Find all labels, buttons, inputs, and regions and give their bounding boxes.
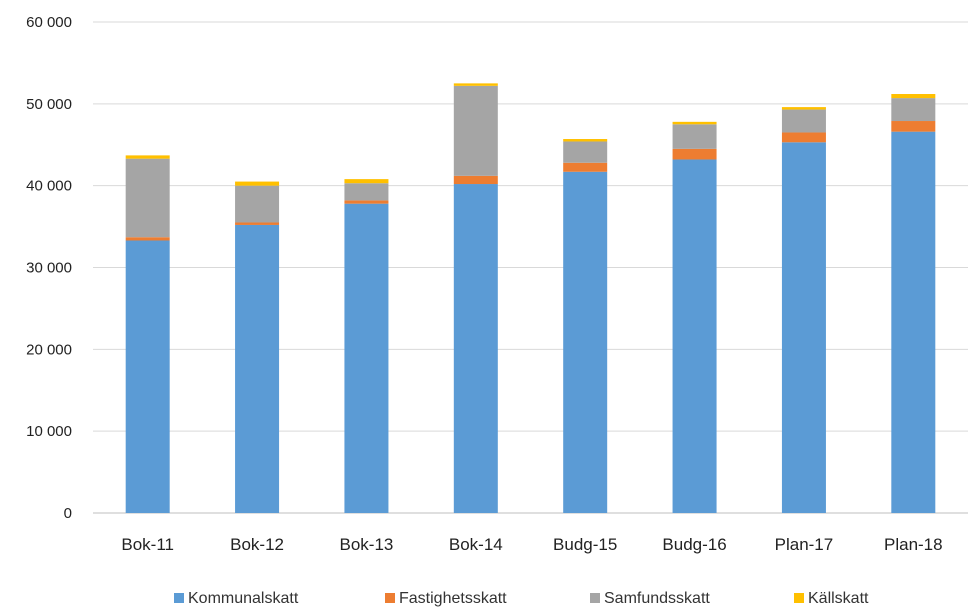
bar-segment [891, 131, 936, 513]
y-tick-label: 60 000 [26, 14, 72, 31]
x-tick-label: Plan-17 [775, 535, 834, 554]
bar-segment [125, 237, 170, 241]
bar-segment [344, 203, 389, 514]
bar-segment [344, 183, 389, 201]
bar-segment [781, 109, 826, 133]
x-tick-label: Plan-18 [884, 535, 943, 554]
bar-segment [344, 179, 389, 184]
bar-segment [453, 83, 498, 86]
bar-segment [672, 124, 717, 149]
bar-segment [125, 158, 170, 238]
y-axis-ticks: 0 10 000 20 000 30 000 40 000 50 000 60 000 [26, 14, 72, 522]
bar-segment [235, 181, 280, 186]
x-tick-label: Bok-13 [340, 535, 394, 554]
bar-segment [563, 141, 608, 163]
bar-segment [891, 121, 936, 132]
y-tick-label: 50 000 [26, 96, 72, 113]
bar-segment [672, 121, 717, 125]
legend-label: Samfundsskatt [604, 590, 710, 607]
y-tick-label: 40 000 [26, 178, 72, 195]
legend-label: Kommunalskatt [188, 590, 299, 607]
y-tick-label: 30 000 [26, 260, 72, 277]
y-tick-label: 0 [64, 505, 72, 522]
bar-segment [125, 240, 170, 513]
bar-segment [781, 132, 826, 143]
legend-swatch [590, 593, 600, 603]
x-tick-label: Bok-14 [449, 535, 503, 554]
legend-item: Fastighetsskatt [385, 590, 507, 607]
bar-segment [235, 185, 280, 223]
bar-segment [781, 142, 826, 514]
legend-item: Kommunalskatt [174, 590, 299, 607]
bar-segment [781, 107, 826, 110]
bar-segment [891, 98, 936, 122]
legend: Kommunalskatt Fastighetsskatt Samfundsskat… [174, 590, 869, 607]
x-tick-label: Bok-12 [230, 535, 284, 554]
gridlines [93, 21, 968, 514]
bars [125, 83, 936, 514]
x-axis-ticks: Bok-11 Bok-12 Bok-13 Bok-14 Budg-15 Budg-16 Pl… [121, 535, 942, 554]
bar-segment [235, 224, 280, 514]
legend-swatch [385, 593, 395, 603]
bar-segment [672, 148, 717, 160]
legend-swatch [794, 593, 804, 603]
bar-segment [453, 184, 498, 513]
bar-segment [453, 175, 498, 185]
bar-segment [125, 155, 170, 159]
bar-segment [235, 222, 280, 225]
x-tick-label: Budg-15 [553, 535, 617, 554]
bar-segment [563, 139, 608, 142]
bar-segment [344, 200, 389, 204]
bar-segment [453, 85, 498, 176]
bar-segment [672, 159, 717, 514]
x-tick-label: Budg-16 [662, 535, 726, 554]
legend-swatch [174, 593, 184, 603]
bar-segment [563, 162, 608, 172]
y-tick-label: 20 000 [26, 341, 72, 358]
legend-item: Samfundsskatt [590, 590, 710, 607]
legend-label: Källskatt [808, 590, 869, 607]
legend-label: Fastighetsskatt [399, 590, 507, 607]
bar-segment [563, 171, 608, 513]
x-tick-label: Bok-11 [121, 535, 174, 554]
bar-segment [891, 94, 936, 99]
y-tick-label: 10 000 [26, 423, 72, 440]
legend-item: Källskatt [794, 590, 869, 607]
